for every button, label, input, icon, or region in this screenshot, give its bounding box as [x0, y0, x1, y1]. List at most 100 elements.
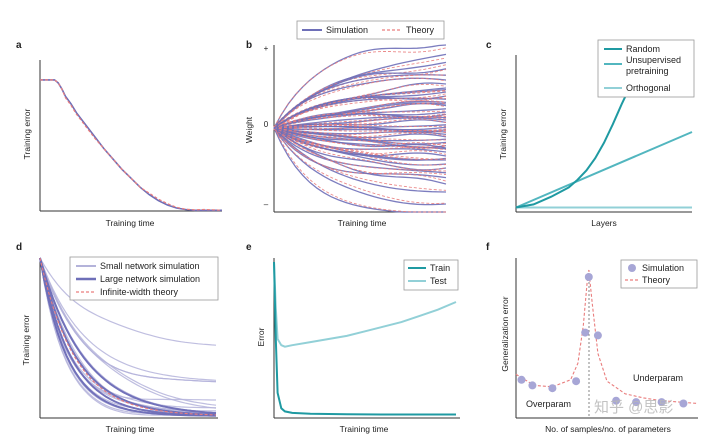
panel-b-theory-line [273, 64, 447, 128]
panel-b-theory-line [273, 124, 447, 130]
panel-c-legend-unsup-line1: Unsupervised [626, 55, 681, 65]
panel-d-small-network-line [39, 257, 216, 401]
panel-d-small-network-line [39, 257, 217, 383]
panel-c-legend-ortho: Orthogonal [626, 83, 671, 93]
panel-b-theory-line [273, 126, 447, 176]
panel-b-simulation-line [273, 102, 447, 129]
panel-b-theory-line [273, 124, 447, 132]
panel-c-ylabel: Training error [498, 108, 508, 159]
panel-d-ylabel: Training error [21, 314, 31, 365]
panel-e-test-line [273, 261, 457, 348]
panel-f-xlabel: No. of samples/no. of parameters [545, 424, 671, 434]
panel-b-ytick-minus: – [264, 200, 269, 209]
panel-c: c Layers Training error Random Unsupervi… [486, 39, 695, 228]
panel-a-ylabel: Training error [22, 108, 32, 159]
panel-b-theory-line [273, 126, 447, 149]
panel-e: e Training time Error Train Test [246, 242, 460, 434]
panel-b-theory-line [273, 127, 447, 146]
panel-b-theory-line [273, 127, 447, 147]
panel-f-legend-sim: Simulation [642, 263, 684, 273]
panel-f-overparam: Overparam [526, 399, 571, 409]
panel-e-legend-train: Train [430, 263, 450, 273]
panel-f-simulation-point [632, 398, 641, 407]
panel-b-theory-line [273, 129, 447, 161]
panel-b-theory-line [273, 47, 447, 128]
panel-b: b + 0 – Training time Weight Simulation … [244, 20, 447, 228]
panel-f-simulation-point [593, 331, 602, 340]
panel-a-label: a [16, 40, 22, 51]
panel-f-simulation-point [679, 399, 688, 408]
panel-b-label: b [246, 40, 252, 51]
panel-e-legend-test: Test [430, 276, 447, 286]
panel-b-theory-line [273, 126, 447, 132]
panel-b-theory-line [273, 126, 447, 172]
panel-b-theory-line [273, 77, 447, 130]
panel-b-ytick-plus: + [264, 44, 269, 53]
panel-b-theory-line [273, 128, 447, 141]
panel-d-theory-line [39, 257, 217, 416]
panel-b-theory-line [273, 126, 447, 148]
panel-b-theory-line [273, 115, 447, 128]
panel-b-xlabel: Training time [338, 218, 387, 228]
panel-d-legend-theory: Infinite-width theory [100, 287, 179, 297]
panel-b-simulation-line [273, 127, 447, 185]
panel-d-large-network-line [39, 257, 216, 417]
panel-f-simulation-point [657, 398, 666, 407]
panel-d-small-network-line [39, 257, 217, 346]
panel-f-simulation-point [528, 381, 537, 390]
panel-f-simulation-point [517, 375, 526, 384]
panel-b-legend-sim: Simulation [326, 25, 368, 35]
panel-a-xlabel: Training time [106, 218, 155, 228]
panel-f-underparam: Underparam [633, 373, 683, 383]
panel-b-legend: Simulation Theory [296, 20, 445, 40]
panel-b-theory-line [273, 100, 447, 130]
panel-b-theory-line [273, 126, 447, 134]
panel-c-xlabel: Layers [591, 218, 617, 228]
panel-f: f No. of samples/no. of parameters Gener… [486, 242, 699, 434]
panel-c-legend: Random Unsupervised pretraining Orthogon… [597, 39, 695, 98]
panel-d-legend-large: Large network simulation [100, 274, 200, 284]
panel-e-ylabel: Error [256, 327, 266, 346]
panel-b-theory-line [273, 118, 447, 130]
panel-d-small-network-line [39, 257, 217, 381]
panel-f-theory-line [515, 269, 699, 405]
panel-a-simulation-line [40, 79, 222, 212]
panel-b-simulation-line [273, 127, 447, 133]
panel-b-theory-line [273, 129, 447, 191]
panel-b-theory-line [273, 127, 447, 136]
panel-b-theory-line [273, 126, 447, 171]
panel-b-simulation-line [273, 127, 447, 166]
panel-b-legend-theory: Theory [406, 25, 435, 35]
panel-b-theory-line [273, 128, 447, 137]
panel-b-simulation-line [273, 116, 447, 129]
panel-b-simulation-line [273, 127, 447, 206]
panel-e-train-line [273, 261, 456, 416]
panel-b-theory-line [273, 114, 447, 127]
panel-c-unsupervised-line [515, 131, 693, 209]
panel-f-simulation-point [572, 377, 581, 386]
panel-b-theory-line [273, 128, 447, 204]
panel-c-label: c [486, 40, 492, 51]
panel-b-simulation-line [273, 127, 446, 213]
panel-d-label: d [16, 242, 22, 253]
panel-f-legend-sim-swatch [628, 264, 636, 272]
panel-f-label: f [486, 242, 490, 253]
panel-b-ytick-zero: 0 [264, 120, 269, 129]
panel-d-large-network-line [39, 257, 217, 414]
panel-e-legend: Train Test [403, 259, 459, 291]
panel-f-simulation-point [548, 384, 557, 393]
panel-a: a Training time Training error [16, 40, 223, 228]
panel-b-theory-line [273, 128, 447, 160]
panel-d-legend: Small network simulation Large network s… [69, 256, 219, 301]
panel-b-theory-line [273, 90, 447, 130]
panel-b-ylabel: Weight [244, 116, 254, 143]
panel-f-simulation-point [612, 396, 621, 405]
panel-f-legend: Simulation Theory [620, 259, 698, 289]
panel-b-theory-line [273, 102, 447, 128]
panel-b-theory-line [273, 116, 447, 129]
panel-d-xlabel: Training time [106, 424, 155, 434]
panel-b-theory-line [273, 97, 447, 128]
panel-b-theory-line [273, 74, 447, 129]
watermark: 知乎 @思影 [594, 399, 673, 416]
panel-f-ylabel: Generalization error [500, 296, 510, 371]
